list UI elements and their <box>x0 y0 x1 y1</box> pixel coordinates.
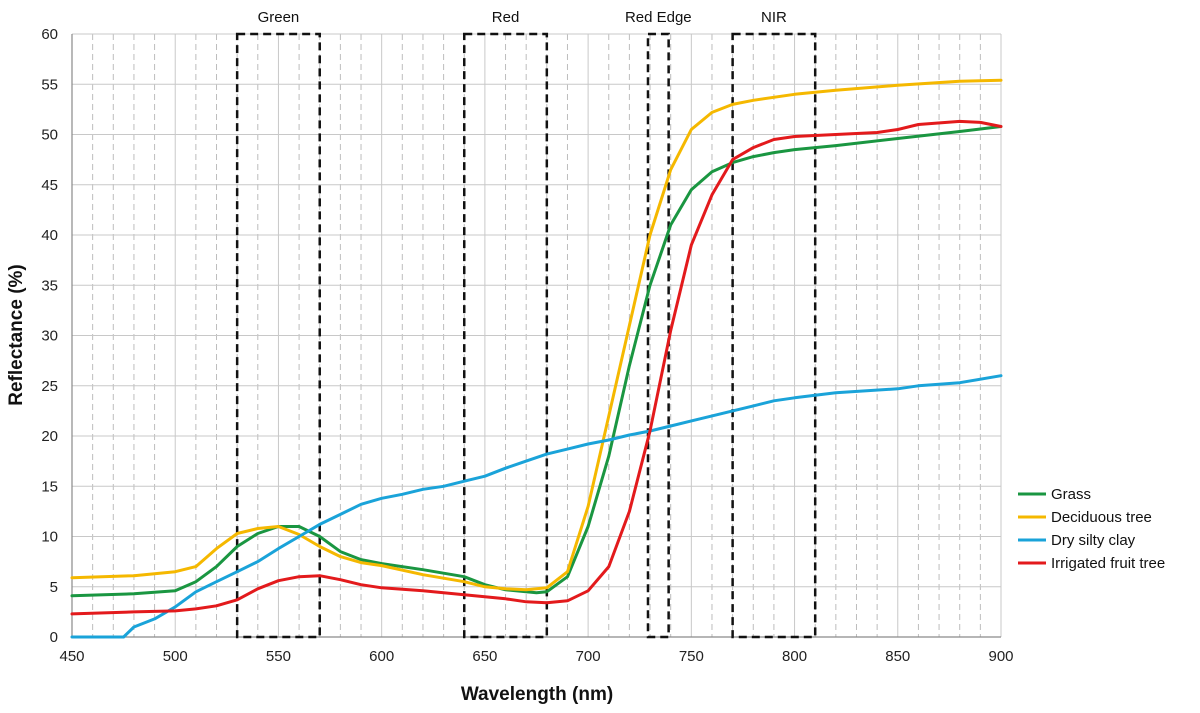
y-tick-label: 35 <box>41 277 58 294</box>
band-box <box>235 32 321 639</box>
y-tick-label: 0 <box>50 629 58 646</box>
y-tick-label: 50 <box>41 127 58 144</box>
band-label: NIR <box>761 9 787 26</box>
band-box <box>731 32 817 639</box>
y-tick-label: 5 <box>50 579 58 596</box>
x-tick-label: 600 <box>369 648 394 665</box>
band-label: Red <box>492 9 520 26</box>
x-axis-title: Wavelength (nm) <box>461 684 613 705</box>
y-tick-label: 60 <box>41 26 58 43</box>
series-line <box>70 125 1003 598</box>
y-tick-label: 55 <box>41 76 58 93</box>
band-label: Green <box>258 9 300 26</box>
series-line <box>70 119 1003 616</box>
y-tick-label: 20 <box>41 428 58 445</box>
legend-label: Deciduous tree <box>1051 509 1152 526</box>
y-tick-label: 25 <box>41 378 58 395</box>
x-tick-label: 450 <box>59 648 84 665</box>
legend-label: Grass <box>1051 486 1091 503</box>
y-tick-label: 30 <box>41 328 58 345</box>
y-tick-label: 10 <box>41 529 58 546</box>
x-tick-label: 650 <box>472 648 497 665</box>
grid <box>71 33 1002 638</box>
bands: Green Red Red Edge NIR <box>235 9 817 639</box>
y-tick-label: 45 <box>41 177 58 194</box>
legend: Grass Deciduous tree Dry silty clay Irrigat… <box>1018 486 1165 572</box>
x-tick-label: 500 <box>163 648 188 665</box>
series-lines <box>70 78 1003 639</box>
x-tick-label: 850 <box>885 648 910 665</box>
x-tick-label: 700 <box>576 648 601 665</box>
legend-label: Dry silty clay <box>1051 532 1136 549</box>
x-tick-label: 800 <box>782 648 807 665</box>
x-tick-label: 750 <box>679 648 704 665</box>
y-axis-title: Reflectance (%) <box>6 264 27 406</box>
band-label: Red Edge <box>625 9 692 26</box>
y-tick-label: 15 <box>41 478 58 495</box>
x-tick-label: 900 <box>988 648 1013 665</box>
band-box <box>462 32 549 639</box>
series-line <box>70 374 1003 639</box>
series-line <box>70 78 1003 592</box>
y-tick-label: 40 <box>41 227 58 244</box>
legend-label: Irrigated fruit tree <box>1051 555 1165 572</box>
x-tick-label: 550 <box>266 648 291 665</box>
